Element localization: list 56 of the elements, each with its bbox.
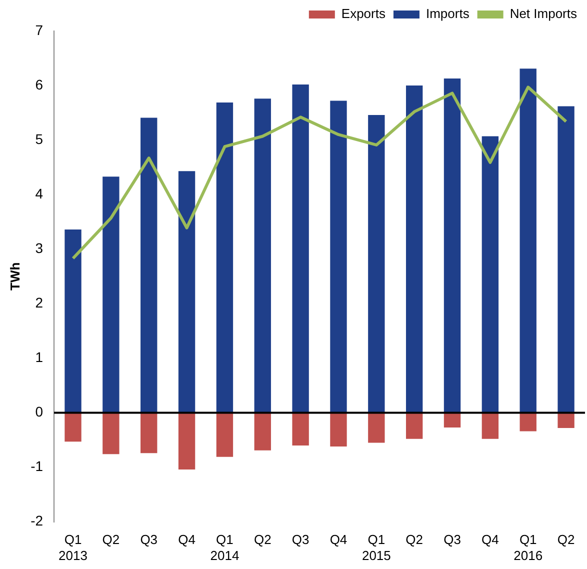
y-tick-label: 4 (35, 185, 44, 202)
x-tick-label: Q1 2014 (210, 532, 240, 563)
x-tick-label: Q2 (254, 532, 272, 548)
x-tick-label: Q2 (406, 532, 424, 548)
x-tick-label: Q3 (292, 532, 310, 548)
bar (406, 412, 423, 439)
bar (64, 412, 82, 442)
bar (482, 136, 499, 413)
bar (330, 100, 347, 413)
bar (406, 86, 423, 413)
bar (102, 176, 120, 413)
legend-label: Net Imports (510, 6, 578, 22)
y-tick-label: 1 (35, 349, 44, 366)
bar (292, 84, 309, 413)
bar (216, 102, 234, 413)
x-tick-label: Q4 (178, 532, 196, 548)
bar (558, 106, 574, 413)
x-tick-label: Q3 (140, 532, 158, 548)
bar (178, 412, 196, 470)
bar (520, 412, 536, 432)
bar (64, 230, 82, 413)
y-tick-label: -1 (30, 458, 44, 474)
bar (292, 412, 309, 446)
bar (216, 412, 234, 457)
bar (140, 118, 158, 413)
x-tick-label: Q4 (330, 532, 348, 548)
bar (178, 171, 196, 413)
bar (482, 412, 499, 439)
bar (254, 412, 271, 450)
y-tick-label: 7 (35, 22, 44, 38)
y-tick-label: 0 (35, 404, 44, 420)
bar (102, 412, 120, 454)
bar (520, 68, 536, 413)
x-tick-label: Q1 2016 (514, 532, 543, 563)
y-tick-label: 5 (35, 130, 44, 147)
x-tick-label: Q1 2013 (58, 532, 88, 563)
y-tick-label: -2 (30, 512, 44, 529)
x-tick-label: Q4 (482, 532, 499, 548)
bar (368, 412, 385, 443)
y-tick-label: 3 (35, 240, 44, 256)
bar (444, 78, 461, 413)
bar (140, 412, 158, 454)
bar (330, 412, 347, 447)
y-axis-title: TWh (7, 262, 22, 290)
x-tick-label: Q3 (444, 532, 461, 548)
legend-label: Exports (341, 6, 386, 22)
bar (254, 98, 271, 413)
y-tick-label: 6 (35, 76, 44, 92)
legend-label: Imports (426, 6, 470, 22)
x-tick-label: Q1 2015 (362, 532, 391, 563)
bar (368, 114, 385, 413)
bar (444, 412, 461, 428)
bar (558, 412, 574, 428)
x-tick-label: Q2 (557, 532, 575, 548)
x-tick-label: Q2 (102, 532, 120, 548)
y-tick-label: 2 (35, 294, 44, 311)
